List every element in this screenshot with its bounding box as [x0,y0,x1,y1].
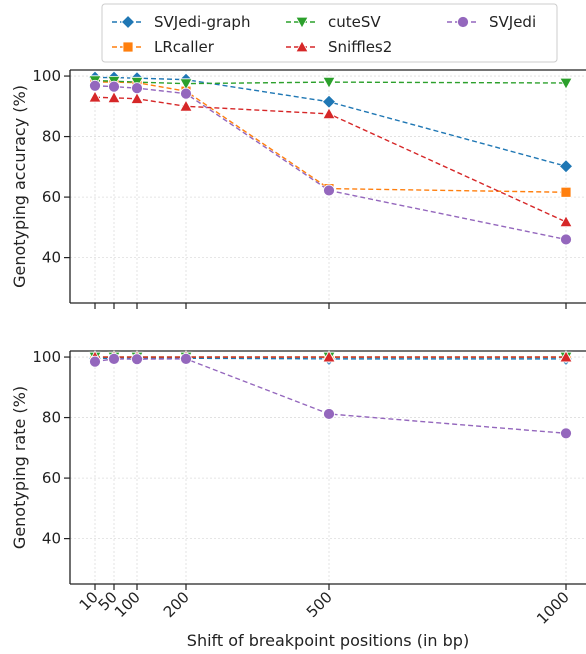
data-point-svjedi [108,352,120,365]
legend-marker-svjedi-graph [120,14,136,30]
y-tick-label: 40 [42,530,61,548]
series-line-lrcaller [95,81,567,193]
data-point-svjedi [323,408,335,420]
legend-box [101,3,558,63]
y-tick-label: 60 [42,188,61,206]
y-tick-label: 40 [42,249,61,267]
series-line-svjedi-graph [95,76,567,167]
data-point-cutesv [179,78,193,91]
data-point-sniffles2 [88,90,102,103]
x-tick-label: 500 [303,588,336,621]
data-point-svjedi [108,80,120,93]
data-point-sniffles2 [130,91,144,104]
data-point-svjedi [560,233,572,246]
series-line-svjedi [94,85,567,241]
x-axis-label: Shift of breakpoint positions (in bp) [187,631,469,650]
legend-label-sniffles2: Sniffles2 [328,38,392,56]
legend-label-svjedi-graph: SVJedi-graph [154,13,250,31]
legend: SVJedi-graph cuteSV SVJedi LRcaller Sniffles… [101,3,558,63]
y-tick-label: 80 [42,409,61,427]
data-point-sniffles2 [179,99,193,112]
x-tick-label: 100 [111,588,144,621]
data-point-sniffles2 [322,350,336,363]
data-point-svjedi [323,184,335,197]
legend-marker-cutesv [295,16,309,29]
series-line-cutesv [94,79,567,85]
legend-marker-lrcaller [122,41,134,53]
legend-marker-svjedi [457,16,469,28]
data-point-svjedi [560,427,572,440]
legend-label-svjedi: SVJedi [489,13,536,31]
data-point-svjedi [131,353,143,366]
series-line-svjedi-graph [95,357,566,360]
legend-label-cutesv: cuteSV [328,13,381,31]
x-tick-label: 1000 [533,588,573,628]
series-line-sniffles2 [94,96,567,223]
data-point-cutesv [322,76,336,89]
data-point-svjedi-graph [321,94,337,109]
legend-label-lrcaller: LRcaller [154,38,215,56]
data-point-sniffles2 [322,107,336,120]
data-point-svjedi [89,355,101,368]
y-axis-label: Genotyping rate (%) [10,386,29,549]
data-point-svjedi [89,79,101,92]
data-point-lrcaller [560,186,572,198]
y-axis-label: Genotyping accuracy (%) [10,85,29,288]
y-tick-label: 60 [42,469,61,487]
data-point-cutesv [559,77,573,90]
data-point-sniffles2 [559,215,573,228]
data-point-svjedi-graph [558,159,574,174]
y-tick-label: 100 [32,348,61,366]
data-point-svjedi [131,82,143,95]
data-point-svjedi [180,352,192,365]
y-tick-label: 80 [42,128,61,146]
series-line-svjedi [94,358,567,435]
data-point-sniffles2 [107,91,121,104]
data-point-svjedi [180,87,192,100]
x-tick-label: 200 [160,588,193,621]
y-tick-label: 100 [32,67,61,85]
data-point-sniffles2 [559,350,573,363]
legend-marker-sniffles2 [295,40,309,53]
